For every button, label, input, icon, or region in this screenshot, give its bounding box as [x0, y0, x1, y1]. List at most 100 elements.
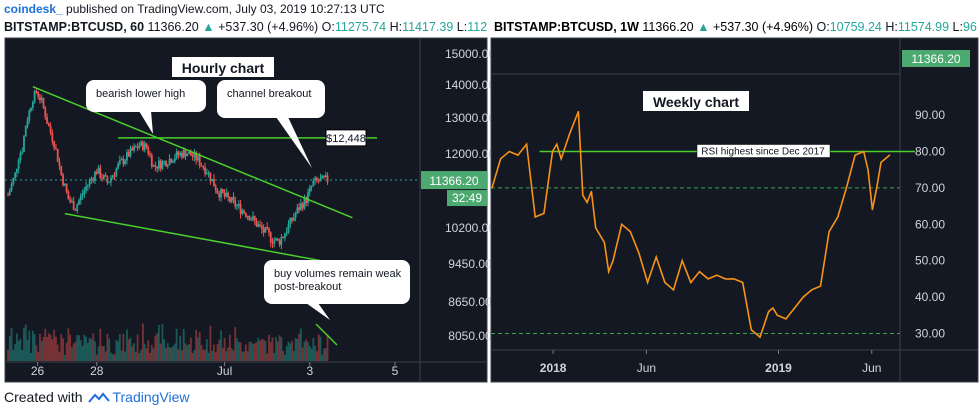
hourly-volume-bar: [145, 348, 148, 361]
weekly-rsi-point: [525, 143, 528, 145]
hourly-volume-bar: [79, 340, 82, 361]
hourly-candle-body: [189, 151, 192, 156]
hourly-candle-body: [150, 155, 153, 167]
hourly-volume-bar: [102, 345, 105, 361]
hourly-candle-body: [165, 161, 167, 167]
weekly-rsi-point: [560, 158, 562, 160]
hourly-volume-bar: [108, 338, 111, 361]
hourly-candle-body: [102, 175, 105, 179]
weekly-rsi-chart-panel[interactable]: 90.00 80.00 70.00 60.00 50.00 40.00 30.00 2018 J…: [490, 37, 979, 383]
hourly-volume-bar: [35, 345, 38, 361]
callout-channel-breakout-pointer: [276, 117, 312, 168]
hourly-volume-bar: [204, 349, 206, 361]
hourly-volume-bar: [24, 324, 27, 361]
up-arrow-icon: ▲: [697, 20, 710, 34]
hourly-candle-body: [323, 175, 325, 178]
weekly-rsi-point: [880, 161, 882, 164]
hourly-volume-bar: [323, 348, 325, 361]
hourly-candle-body: [225, 192, 228, 197]
tradingview-logo-icon: [88, 392, 111, 403]
hourly-candle-body: [142, 141, 144, 151]
hourly-panel-border: [4, 37, 488, 383]
hourly-volume-bar: [216, 344, 219, 361]
hourly-volume-bar: [221, 347, 224, 361]
hourly-x-tick-label: 3: [306, 364, 313, 378]
hourly-candle-body: [99, 167, 102, 178]
hourly-volume-bar: [10, 327, 13, 361]
tradingview-brand[interactable]: TradingView: [112, 389, 190, 405]
hourly-volume-bar: [31, 330, 34, 361]
hourly-candle-body: [241, 210, 244, 214]
right-l-label: L:: [952, 20, 963, 34]
hourly-candle-body: [321, 175, 324, 179]
weekly-rsi-point: [793, 307, 796, 309]
hourly-volume-bar: [33, 334, 36, 361]
author-link[interactable]: coindesk_: [4, 2, 63, 16]
hourly-volume-bar: [285, 346, 288, 361]
hourly-candle-body: [90, 178, 93, 180]
hourly-x-tick-label: 5: [392, 364, 399, 378]
hourly-candle-body: [232, 197, 235, 200]
hourly-volume-bar: [266, 353, 269, 361]
hourly-candle-body: [30, 107, 32, 111]
hourly-candle-body: [168, 158, 171, 165]
hourly-volume-bar: [315, 351, 318, 361]
left-o-label: O:: [321, 20, 335, 34]
hourly-volume-bar: [74, 341, 77, 361]
hourly-volume-bar: [289, 343, 292, 361]
hourly-volume-bar: [165, 347, 167, 361]
hourly-volume-bar: [244, 344, 247, 361]
hourly-volume-bar: [115, 339, 118, 361]
hourly-volume-bar: [259, 340, 261, 361]
weekly-rsi-point: [508, 150, 510, 153]
hourly-candle-body: [198, 156, 201, 166]
hourly-candle-body: [287, 224, 290, 233]
hourly-candle-body: [94, 171, 96, 181]
hourly-volume-bar: [101, 346, 103, 361]
hourly-candle-body: [72, 201, 75, 210]
hourly-volume-bar: [62, 338, 64, 361]
hourly-candle-body: [246, 216, 249, 218]
hourly-candle-body: [303, 197, 306, 209]
hourly-candle-body: [106, 176, 109, 183]
weekly-rsi-point: [491, 187, 493, 189]
hourly-volume-bar: [220, 330, 222, 361]
hourly-candle-body: [220, 188, 222, 198]
hourly-candle-body: [229, 197, 231, 202]
hourly-volume-trendline: [315, 323, 338, 346]
hourly-volume-bar: [163, 339, 166, 361]
hourly-volume-bar: [37, 352, 40, 361]
hourly-candle-body: [19, 152, 22, 161]
hourly-candle-body: [161, 161, 164, 169]
hourly-candle-body: [147, 147, 150, 154]
hourly-volume-bar: [317, 334, 320, 361]
hourly-candle-body: [211, 179, 214, 182]
hourly-candle-body: [49, 126, 52, 133]
hourly-volume-bar: [200, 345, 203, 361]
hourly-y-tick-label: 8050.00: [448, 329, 492, 343]
hourly-candle-body: [264, 226, 267, 233]
footer: Created with TradingView: [4, 389, 190, 405]
hourly-volume-bar: [284, 354, 286, 361]
weekly-rsi-point: [500, 158, 502, 160]
hourly-candle-body: [186, 154, 189, 157]
hourly-chart-panel[interactable]: 15000.00 14000.00 13000.00 12000.00 10200.00…: [4, 37, 495, 383]
hourly-candle-body: [188, 151, 190, 155]
hourly-x-tick-label: Jul: [217, 364, 232, 378]
hourly-volume-bar: [23, 327, 25, 361]
hourly-volume-bar: [319, 336, 322, 361]
callout-buy-volumes-pointer: [306, 303, 330, 320]
weekly-rsi-point: [556, 143, 558, 145]
hourly-candle-body: [83, 190, 86, 195]
hourly-volume-bar: [234, 327, 237, 361]
weekly-rsi-point: [612, 260, 614, 262]
hourly-candle-body: [60, 165, 63, 175]
hourly-candle-body: [250, 219, 253, 221]
hourly-volume-bar: [257, 337, 260, 361]
hourly-volume-bar: [28, 330, 31, 361]
hourly-volume-bar: [67, 328, 70, 361]
hourly-candle-body: [204, 167, 206, 174]
left-symbol[interactable]: BITSTAMP:BTCUSD, 60: [4, 20, 145, 34]
right-symbol[interactable]: BITSTAMP:BTCUSD, 1W: [494, 20, 639, 34]
